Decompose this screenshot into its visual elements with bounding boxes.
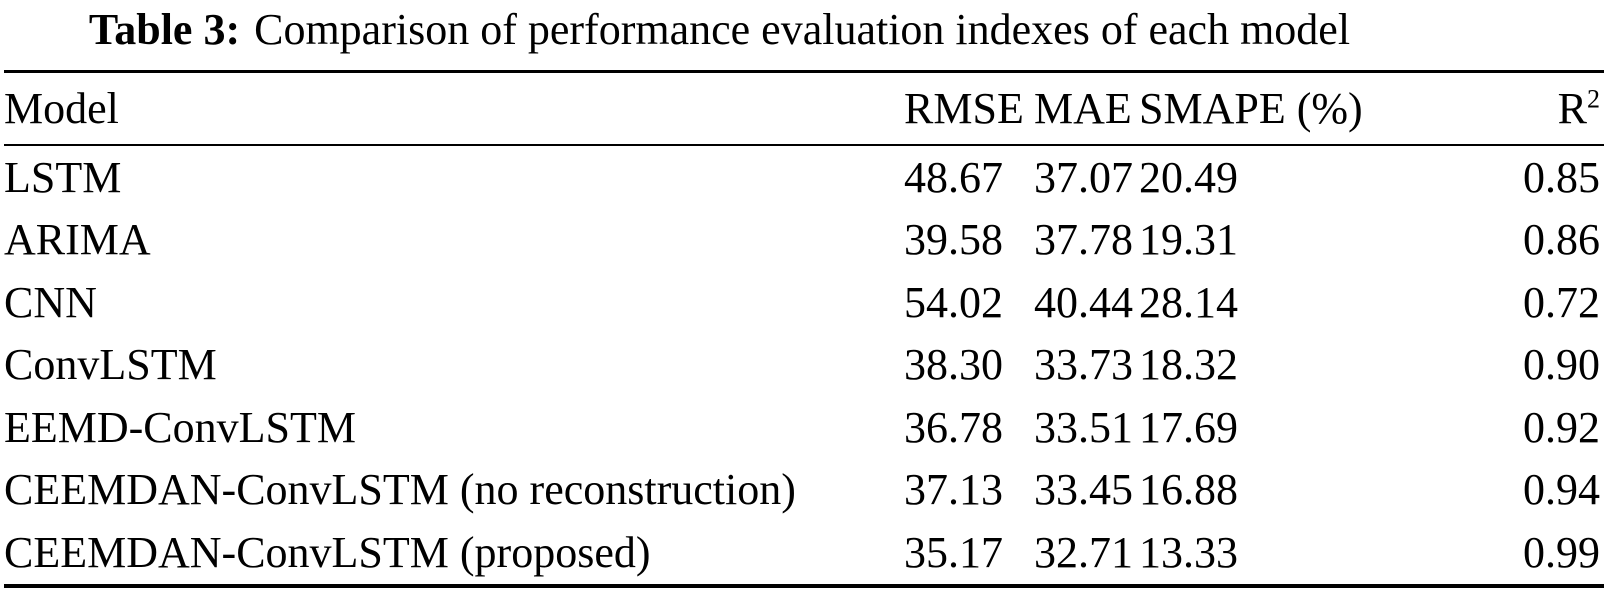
table-caption: Table 3: Comparison of performance evalua… [0,4,1604,56]
table-row: CEEMDAN-ConvLSTM (no reconstruction) 37.1… [4,459,1604,522]
value-cell-rmse: 35.17 [904,527,1003,577]
table-row: CNN 54.02 40.44 28.14 0.72 [4,271,1604,334]
value-cell-smape: 17.69 [1139,402,1238,452]
model-name-cell: ARIMA [4,215,151,265]
value-cell-smape: 19.31 [1139,215,1238,265]
table-row: CEEMDAN-ConvLSTM (proposed) 35.17 32.71 13.… [4,521,1604,586]
paper-table-figure: Table 3: Comparison of performance evalua… [0,4,1604,596]
column-header-rmse: RMSE [904,84,1024,133]
value-cell-r2: 0.90 [1523,340,1600,390]
column-header-superscript: 2 [1587,84,1600,114]
table-header: Model RMSE MAE SMAPE (%) R2 [4,72,1604,145]
value-cell-r2: 0.85 [1523,152,1600,202]
value-cell-rmse: 39.58 [904,215,1003,265]
value-cell-rmse: 54.02 [904,277,1003,327]
table-body: LSTM 48.67 37.07 20.49 0.85 ARIMA 39.58 37.78 19… [4,145,1604,586]
table-row: ARIMA 39.58 37.78 19.31 0.86 [4,209,1604,272]
model-name-cell: LSTM [4,152,122,202]
value-cell-smape: 18.32 [1139,340,1238,390]
value-cell-smape: 28.14 [1139,277,1238,327]
model-name-cell: ConvLSTM [4,340,217,390]
table-row: LSTM 48.67 37.07 20.49 0.85 [4,145,1604,209]
table-row: EEMD-ConvLSTM 36.78 33.51 17.69 0.92 [4,396,1604,459]
table-header-row: Model RMSE MAE SMAPE (%) R2 [4,72,1604,145]
column-header-model: Model [4,84,119,133]
column-header-r2: R2 [1557,84,1600,133]
value-cell-mae: 40.44 [1034,277,1133,327]
column-header-mae: MAE [1034,84,1132,133]
value-cell-smape: 16.88 [1139,465,1238,515]
value-cell-r2: 0.99 [1523,527,1600,577]
value-cell-mae: 33.51 [1034,402,1133,452]
value-cell-mae: 37.78 [1034,215,1133,265]
table-row: ConvLSTM 38.30 33.73 18.32 0.90 [4,334,1604,397]
value-cell-mae: 33.73 [1034,340,1133,390]
model-name-cell: CEEMDAN-ConvLSTM (proposed) [4,527,651,577]
value-cell-r2: 0.86 [1523,215,1600,265]
value-cell-rmse: 48.67 [904,152,1003,202]
table-caption-label: Table 3: [88,5,241,54]
value-cell-r2: 0.72 [1523,277,1600,327]
model-name-cell: EEMD-ConvLSTM [4,402,356,452]
comparison-table: Model RMSE MAE SMAPE (%) R2 LSTM 48.67 37.07 20… [4,70,1604,588]
value-cell-rmse: 38.30 [904,340,1003,390]
model-name-cell: CNN [4,277,97,327]
value-cell-mae: 32.71 [1034,527,1133,577]
value-cell-rmse: 36.78 [904,402,1003,452]
value-cell-r2: 0.94 [1523,465,1600,515]
value-cell-smape: 13.33 [1139,527,1238,577]
value-cell-r2: 0.92 [1523,402,1600,452]
value-cell-mae: 37.07 [1034,152,1133,202]
model-name-cell: CEEMDAN-ConvLSTM (no reconstruction) [4,465,796,515]
value-cell-smape: 20.49 [1139,152,1238,202]
value-cell-mae: 33.45 [1034,465,1133,515]
value-cell-rmse: 37.13 [904,465,1003,515]
column-header-smape: SMAPE (%) [1139,84,1363,133]
table-caption-text: Comparison of performance evaluation ind… [254,5,1351,54]
